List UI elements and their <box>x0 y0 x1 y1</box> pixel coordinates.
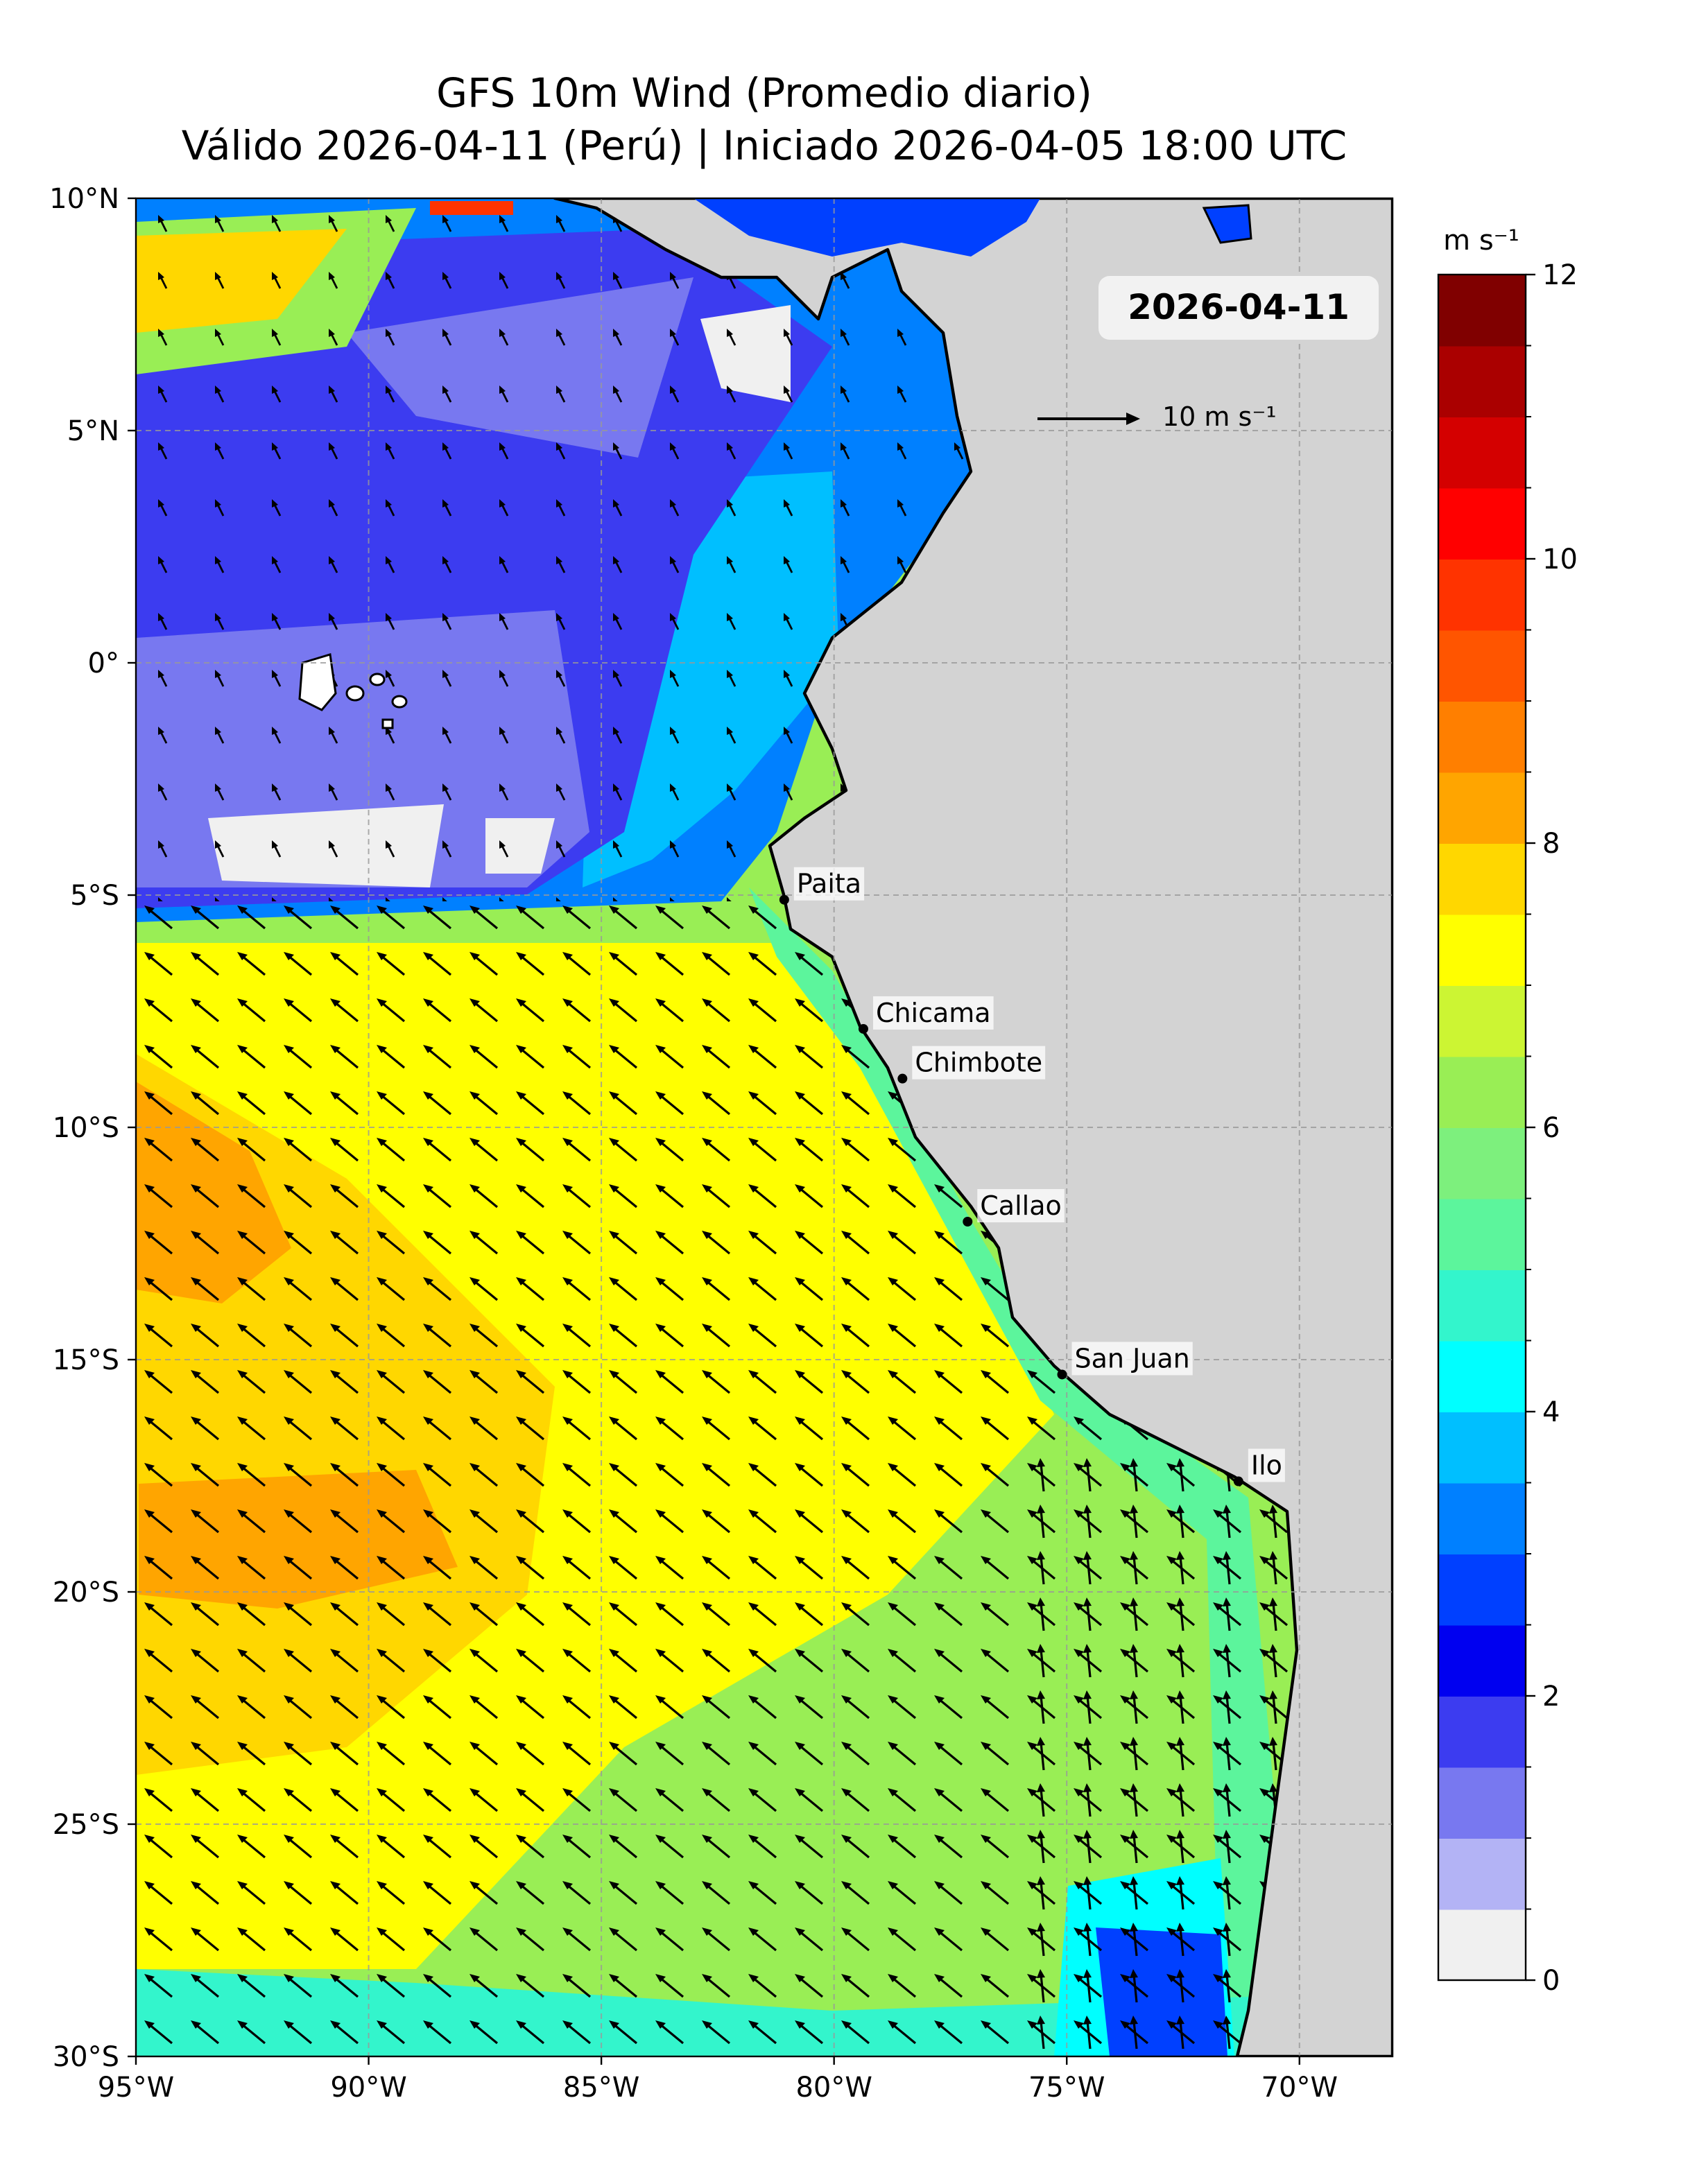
city-marker <box>897 1073 908 1084</box>
colorbar-tick-label: 2 <box>1542 1681 1560 1713</box>
colorbar-swatch <box>1438 1624 1526 1697</box>
colorbar-swatch <box>1438 275 1526 347</box>
y-tick-label: 30°S <box>53 2041 119 2073</box>
city-label: San Juan <box>1075 1343 1190 1373</box>
y-tick-label: 5°N <box>67 415 119 447</box>
colorbar-label: m s⁻¹ <box>1443 225 1519 257</box>
city-label-bg <box>912 1046 1046 1080</box>
city-label: Paita <box>797 869 861 899</box>
x-tick-label: 80°W <box>795 2072 872 2104</box>
date-box <box>1098 276 1379 340</box>
city-marker <box>963 1217 973 1227</box>
y-tick-label: 10°S <box>53 1112 119 1144</box>
colorbar-swatch <box>1438 1412 1526 1484</box>
city-label-group: San Juan <box>1071 1342 1193 1376</box>
axes: 95°W 90°W 85°W 80°W 75°W 70°W 30°S 25°S 20°S 15°S… <box>49 183 1338 2104</box>
lake <box>1202 204 1252 244</box>
colorbar: 0 2 4 6 8 10 12 <box>1437 259 1578 1997</box>
city-label-group: Ilo <box>1248 1448 1285 1482</box>
city-label-group: Chicama <box>872 996 994 1030</box>
city-label-bg <box>977 1189 1065 1223</box>
colorbar-tick-label: 10 <box>1542 544 1578 575</box>
city-label-group: Chimbote <box>912 1046 1046 1080</box>
x-tick-label: 85°W <box>563 2072 639 2104</box>
y-tick-label: 0° <box>88 648 119 679</box>
city-label-bg <box>1071 1342 1193 1376</box>
colorbar-swatch <box>1438 1696 1526 1768</box>
colorbar-swatch <box>1438 1554 1526 1626</box>
colorbar-swatch <box>1438 345 1526 417</box>
reference-arrow-head <box>1126 413 1140 425</box>
reference-arrow <box>1037 413 1140 425</box>
city-label: Chicama <box>876 998 991 1028</box>
colorbar-swatch <box>1438 1127 1526 1199</box>
cities: Paita Chicama Chimbote Callao San Juan Ilo <box>779 867 1285 1487</box>
colorbar-swatch <box>1438 1198 1526 1270</box>
colorbar-tick-label: 6 <box>1542 1112 1560 1144</box>
colorbar-swatch <box>1438 630 1526 702</box>
colorbar-tick-label: 8 <box>1542 828 1560 860</box>
date-label: 2026-04-11 <box>1128 287 1350 327</box>
y-tick-label: 25°S <box>53 1809 119 1841</box>
y-tick-label: 20°S <box>53 1577 119 1609</box>
city-label-bg <box>793 867 865 901</box>
city-label-bg <box>1248 1448 1285 1482</box>
y-tick-label: 10°N <box>49 183 119 215</box>
x-tick-label: 70°W <box>1261 2072 1338 2104</box>
colorbar-swatch <box>1438 1056 1526 1128</box>
colorbar-swatch <box>1438 914 1526 986</box>
colorbar-swatch <box>1438 1340 1526 1412</box>
city-marker <box>1233 1476 1243 1487</box>
title: GFS 10m Wind (Promedio diario) <box>436 69 1092 116</box>
colorbar-swatch <box>1438 1767 1526 1839</box>
city-label-group: Paita <box>793 867 865 901</box>
colorbar-swatch <box>1438 843 1526 915</box>
colorbar-swatch <box>1438 701 1526 773</box>
subtitle: Válido 2026-04-11 (Perú) | Iniciado 2026… <box>182 122 1347 169</box>
colorbar-swatch <box>1438 1909 1526 1981</box>
colorbar-swatch <box>1438 1838 1526 1910</box>
colorbar-swatch <box>1438 417 1526 489</box>
x-tick-label: 95°W <box>98 2072 174 2104</box>
reference-label: 10 m s⁻¹ <box>1162 401 1277 432</box>
city-marker <box>1057 1369 1067 1380</box>
city-label: Chimbote <box>915 1048 1042 1078</box>
colorbar-tick-label: 0 <box>1542 1965 1560 1997</box>
colorbar-swatch <box>1438 559 1526 631</box>
x-tick-label: 90°W <box>330 2072 406 2104</box>
y-tick-label: 5°S <box>70 880 119 912</box>
x-tick-label: 75°W <box>1028 2072 1105 2104</box>
colorbar-swatch <box>1438 1269 1526 1342</box>
caribbean-sea <box>693 198 1040 257</box>
city-marker <box>779 894 789 905</box>
city-label: Callao <box>980 1190 1061 1221</box>
galapagos <box>298 653 408 729</box>
city-label: Ilo <box>1251 1450 1282 1481</box>
city-label-bg <box>872 996 994 1030</box>
colorbar-swatch <box>1438 985 1526 1057</box>
colorbar-swatch <box>1438 487 1526 560</box>
colorbar-swatch <box>1438 772 1526 844</box>
colorbar-tick-label: 12 <box>1542 259 1578 291</box>
colorbar-tick-label: 4 <box>1542 1396 1560 1428</box>
city-marker <box>858 1023 868 1034</box>
y-tick-label: 15°S <box>53 1344 119 1376</box>
city-label-group: Callao <box>977 1189 1065 1223</box>
colorbar-swatch <box>1438 1482 1526 1554</box>
